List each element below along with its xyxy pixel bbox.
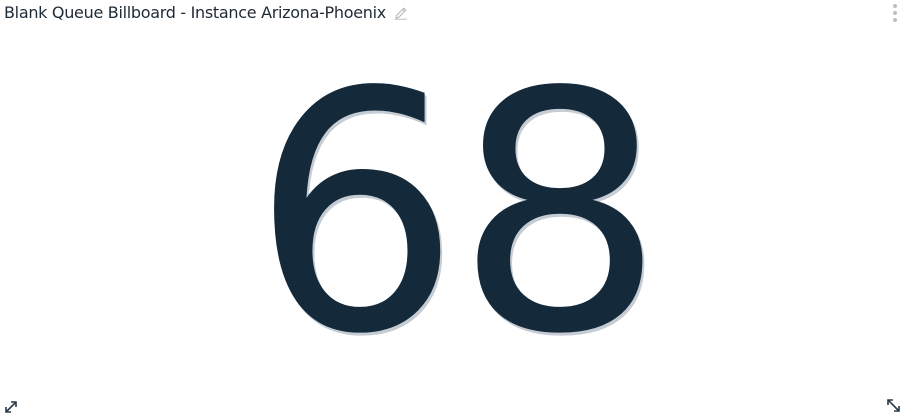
expand-arrows-icon[interactable] [4, 399, 18, 413]
resize-corner-icon[interactable] [886, 398, 902, 414]
widget-header: Blank Queue Billboard - Instance Arizona… [4, 3, 409, 23]
pencil-icon[interactable] [393, 5, 409, 21]
widget-title: Blank Queue Billboard - Instance Arizona… [4, 3, 386, 22]
billboard-value: 68 [251, 22, 665, 406]
vertical-dots-icon[interactable] [889, 3, 901, 23]
billboard-area: 68 [0, 30, 910, 402]
